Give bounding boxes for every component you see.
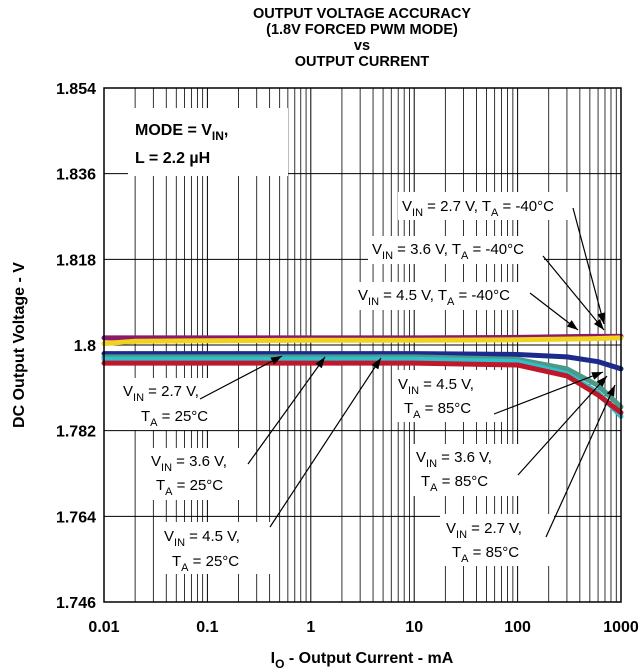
y-tick-label: 1.836: [56, 167, 96, 184]
series-line-2: [101, 335, 624, 347]
leader-line-6: [269, 357, 382, 528]
annotation-bg-1: [398, 192, 574, 220]
y-tick-label: 1.818: [56, 252, 96, 269]
conditions-box: MODE = VIN, L = 2.2 µH: [128, 108, 288, 176]
annotation-vin36-85c-line2: TA = 85°C: [421, 473, 488, 494]
chart-title: OUTPUT VOLTAGE ACCURACY (1.8V FORCED PWM…: [253, 6, 471, 70]
title-line-3: vs: [354, 38, 370, 54]
y-tick-label: 1.746: [56, 595, 96, 612]
y-tick-label: 1.764: [56, 509, 96, 526]
annotation-vin36-85c-line1: VIN = 3.6 V,: [416, 449, 492, 470]
title-line-1: OUTPUT VOLTAGE ACCURACY: [253, 6, 471, 22]
annotation-bg-7: [392, 370, 506, 422]
y-tick-labels: 1.854 1.836 1.818 1.8 1.782 1.764 1.746: [56, 81, 96, 612]
x-axis-label: IO - Output Current - mA: [271, 650, 454, 671]
x-tick-label: 0.1: [196, 619, 218, 636]
leader-line-8: [517, 375, 608, 476]
leader-line-9: [545, 384, 616, 538]
leader-arrowhead-4: [270, 356, 282, 365]
x-tick-label: 10: [405, 619, 423, 636]
y-axis-label: DC Output Voltage - V: [11, 262, 28, 428]
annotation-leaders: [199, 207, 616, 538]
leader-arrowhead-1: [597, 312, 606, 324]
x-tick-label: 1000: [603, 619, 639, 636]
annotation-vin27-25c-line2: TA = 25°C: [141, 408, 208, 429]
y-tick-label: 1.854: [56, 81, 96, 98]
annotation-vin36-25c-line2: TA = 25°C: [156, 477, 223, 498]
plot-frame: [103, 87, 622, 603]
x-tick-label: 0.01: [88, 619, 119, 636]
conditions-box-bg: [128, 108, 288, 176]
conditions-line-mode: MODE = VIN,: [135, 122, 228, 143]
annotation-vin27-85c-line1: VIN = 2.7 V,: [446, 520, 522, 541]
leader-arrowhead-7: [591, 372, 603, 380]
leader-arrowhead-9: [606, 385, 615, 397]
x-tick-labels: 0.01 0.1 1 10 100 1000: [88, 619, 638, 636]
annotation-bg-3: [354, 282, 530, 310]
leader-line-1: [572, 207, 605, 325]
leader-arrowhead-2: [593, 318, 604, 330]
series-line-3: [101, 351, 624, 372]
series-lines: [101, 333, 624, 419]
annotation-bg-2: [368, 236, 544, 264]
annotations: VIN = 2.7 V, TA = -40°C VIN = 3.6 V, TA …: [117, 192, 574, 574]
annotation-vin36-minus40: VIN = 3.6 V, TA = -40°C: [372, 241, 524, 262]
annotation-bg-9: [440, 514, 554, 566]
leader-line-2: [542, 255, 605, 331]
annotation-vin45-minus40: VIN = 4.5 V, TA = -40°C: [358, 287, 510, 308]
x-tick-label: 1: [306, 619, 315, 636]
annotation-vin45-85c-line1: VIN = 4.5 V,: [398, 376, 474, 397]
annotation-bg-8: [410, 444, 524, 496]
x-tick-label: 100: [504, 619, 531, 636]
annotation-bg-6: [158, 522, 272, 574]
annotation-bg-4: [117, 378, 227, 430]
y-tick-label: 1.8: [74, 338, 96, 355]
conditions-line-inductor: L = 2.2 µH: [135, 150, 210, 167]
leader-arrowhead-6: [371, 358, 381, 370]
annotation-vin45-25c-line2: TA = 25°C: [172, 553, 239, 574]
annotation-vin27-25c-line1: VIN = 2.7 V,: [123, 383, 199, 404]
y-tick-label: 1.782: [56, 424, 96, 441]
leader-line-7: [493, 371, 604, 415]
annotation-vin27-minus40: VIN = 2.7 V, TA = -40°C: [402, 198, 554, 219]
leader-arrowhead-8: [596, 376, 607, 387]
title-line-2: (1.8V FORCED PWM MODE): [266, 22, 458, 38]
annotation-vin45-25c-line1: VIN = 4.5 V,: [164, 528, 240, 549]
annotation-vin36-25c-line1: VIN = 3.6 V,: [151, 453, 227, 474]
leader-line-5: [247, 356, 326, 465]
leader-line-4: [199, 355, 283, 400]
annotation-bg-5: [145, 448, 255, 500]
title-line-4: OUTPUT CURRENT: [295, 54, 430, 70]
leader-arrowhead-3: [566, 320, 578, 330]
annotation-vin27-85c-line2: TA = 85°C: [452, 544, 519, 565]
annotation-vin45-85c-line2: TA = 85°C: [404, 400, 471, 421]
leader-arrowhead-5: [315, 357, 325, 369]
